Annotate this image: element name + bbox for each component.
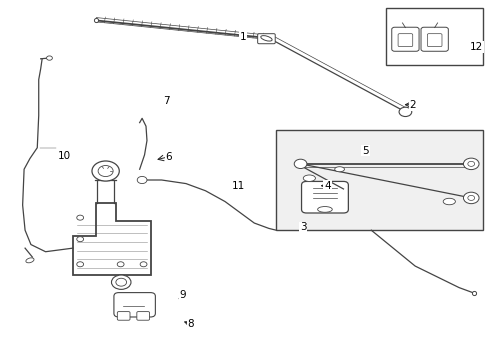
Text: 11: 11 [231,181,245,192]
Text: 8: 8 [187,319,194,329]
Text: 7: 7 [163,96,169,106]
Ellipse shape [317,207,331,212]
Text: 9: 9 [180,291,186,301]
Ellipse shape [334,167,344,172]
FancyBboxPatch shape [257,34,275,44]
Text: 10: 10 [58,150,70,161]
Text: 5: 5 [362,145,368,156]
FancyBboxPatch shape [117,312,130,320]
Bar [385,8,483,65]
Ellipse shape [303,175,315,181]
Circle shape [77,237,83,242]
FancyBboxPatch shape [114,293,155,317]
Ellipse shape [26,258,34,263]
Ellipse shape [260,36,271,41]
Circle shape [77,262,83,267]
Text: 6: 6 [165,152,172,162]
FancyBboxPatch shape [137,312,149,320]
Circle shape [46,56,52,60]
Text: 3: 3 [299,222,305,232]
FancyBboxPatch shape [301,181,347,213]
Circle shape [463,158,478,170]
Ellipse shape [442,198,454,205]
Circle shape [116,278,126,286]
Circle shape [92,161,119,181]
Text: 1: 1 [239,32,246,41]
Circle shape [137,176,147,184]
Circle shape [294,159,306,168]
Bar [276,130,483,230]
FancyBboxPatch shape [420,27,447,51]
FancyBboxPatch shape [397,34,412,46]
Polygon shape [73,203,151,275]
Circle shape [467,195,474,201]
FancyBboxPatch shape [391,27,418,51]
Circle shape [140,262,147,267]
Circle shape [117,262,124,267]
Circle shape [111,275,131,289]
FancyBboxPatch shape [427,34,441,46]
Circle shape [463,192,478,204]
Circle shape [467,161,474,166]
Circle shape [77,215,83,220]
Bar [276,130,483,230]
Text: 12: 12 [468,42,482,52]
Text: 2: 2 [408,100,415,110]
Text: 4: 4 [324,181,330,191]
Circle shape [98,166,113,176]
Circle shape [398,107,411,117]
